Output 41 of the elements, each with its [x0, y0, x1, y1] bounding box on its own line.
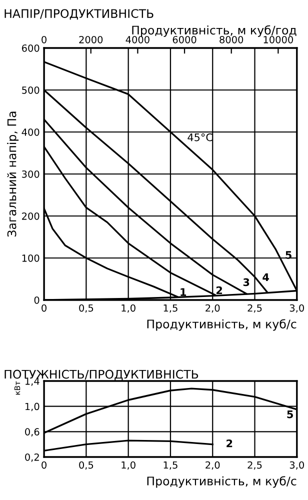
x-tick-label: 1,5 — [164, 461, 178, 470]
y-tick-label: 0,6 — [25, 428, 40, 436]
x-tick-label: 0 — [42, 461, 46, 469]
x-tick-label: 0,5 — [79, 304, 94, 313]
annotation: 2 — [226, 439, 232, 448]
y-tick-label: 0 — [34, 296, 40, 304]
x2-tick-label: 10000 — [264, 36, 293, 44]
y-axis-title: Загальний напір, Па — [7, 112, 19, 237]
x2-tick-label: 0 — [42, 36, 46, 44]
x-tick-label: 1,5 — [164, 304, 178, 313]
x2-tick-label: 8000 — [220, 36, 244, 44]
x-tick-label: 2,5 — [248, 461, 262, 470]
y-tick-label: 300 — [22, 170, 40, 178]
annotation: 1 — [180, 288, 186, 296]
y-tick-label: 500 — [22, 86, 40, 94]
x-tick-label: 1,0 — [122, 304, 136, 313]
y-tick-label: 1,0 — [25, 402, 40, 412]
x-tick-label: 0,5 — [79, 461, 94, 470]
x-tick-label: 2,5 — [248, 304, 262, 313]
x2-tick-label: 2000 — [79, 36, 103, 44]
y-tick-label: 100 — [22, 254, 40, 262]
x2-tick-label: 4000 — [126, 36, 150, 44]
x-tick-label: 0 — [42, 304, 46, 312]
annotation: 4 — [262, 273, 269, 281]
annotation: 2 — [216, 286, 222, 294]
x-tick-label: 3,0 — [290, 461, 304, 470]
annotation: 3 — [243, 278, 250, 286]
y-tick-label: 200 — [22, 212, 40, 220]
chart-title: НАПІР/ПРОДУКТИВНІСТЬ — [4, 9, 154, 20]
annotation: 5 — [287, 410, 293, 418]
x-tick-label: 2,0 — [206, 461, 220, 470]
y-tick-label: 400 — [22, 128, 40, 136]
x-tick-label: 3,0 — [290, 304, 304, 313]
y-tick-label: 600 — [22, 44, 40, 52]
x-tick-label: 2,0 — [206, 304, 220, 313]
x-axis-title: Продуктивність, м куб/с — [147, 476, 296, 488]
x-axis-title: Продуктивність, м куб/с — [147, 319, 296, 331]
x2-tick-label: 6000 — [172, 36, 196, 44]
x2-axis-title: Продуктивність, м куб/год — [132, 25, 296, 37]
x-tick-label: 1,0 — [122, 461, 136, 470]
y-tick-label: 0,2 — [25, 453, 39, 462]
